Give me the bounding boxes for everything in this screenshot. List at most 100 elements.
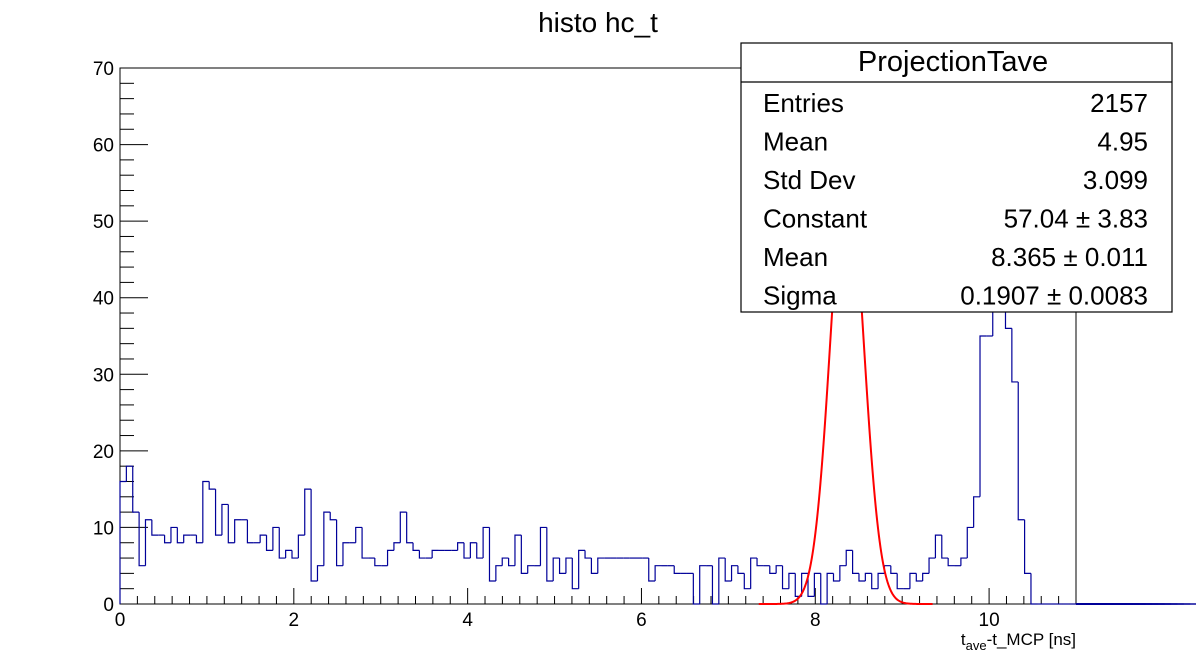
histogram-bin bbox=[291, 550, 299, 559]
histogram-bin bbox=[227, 504, 235, 544]
histogram-bin bbox=[272, 526, 280, 551]
histogram-bin bbox=[839, 565, 847, 582]
histogram-bin bbox=[259, 534, 267, 543]
histogram-bin bbox=[132, 466, 140, 513]
histogram-bin bbox=[590, 558, 598, 574]
histogram-bin bbox=[304, 488, 312, 536]
histogram-bin bbox=[488, 527, 496, 582]
histogram-bin bbox=[501, 557, 509, 566]
histogram-bin bbox=[743, 573, 751, 590]
histogram-bin bbox=[412, 542, 420, 551]
x-axis-label: tave-t_MCP [ns] bbox=[961, 630, 1076, 653]
histogram-bin bbox=[151, 519, 159, 536]
y-tick-label: 30 bbox=[93, 365, 114, 386]
histogram-bin bbox=[144, 519, 152, 566]
histogram-bin bbox=[208, 481, 216, 490]
y-tick-label: 50 bbox=[93, 212, 114, 233]
histogram-bin bbox=[832, 573, 840, 582]
histogram-bin bbox=[221, 503, 229, 536]
x-tick-label: 0 bbox=[115, 610, 126, 631]
stats-row-value: 0.1907 ± 0.0083 bbox=[960, 281, 1148, 311]
histogram-bin bbox=[374, 558, 382, 567]
histogram-bin bbox=[820, 573, 828, 605]
histogram-bin bbox=[565, 557, 573, 574]
histogram-bin bbox=[335, 519, 343, 567]
histogram-bin bbox=[361, 527, 369, 559]
histogram-bin bbox=[234, 519, 242, 543]
histogram-bin bbox=[826, 572, 834, 604]
histogram-bin bbox=[801, 572, 809, 597]
histogram-bin bbox=[654, 565, 662, 582]
histogram-bin bbox=[418, 550, 426, 559]
histogram-bin bbox=[539, 526, 547, 566]
histogram-bin bbox=[571, 558, 579, 590]
histogram-bin bbox=[724, 558, 732, 582]
stats-row-label: Std Dev bbox=[763, 165, 856, 195]
stats-box-title: ProjectionTave bbox=[858, 46, 1048, 78]
histogram-bin bbox=[584, 550, 592, 559]
y-tick-label: 20 bbox=[93, 442, 114, 463]
histogram-bin bbox=[552, 557, 560, 582]
histogram-layer bbox=[119, 182, 1196, 605]
histogram-bin bbox=[1023, 519, 1031, 574]
y-tick-label: 40 bbox=[93, 289, 114, 310]
stats-row-label: Entries bbox=[763, 88, 844, 118]
histogram-bin bbox=[316, 565, 324, 582]
histogram-bin bbox=[476, 542, 484, 559]
histogram-bin bbox=[163, 535, 171, 544]
histogram-bin bbox=[195, 535, 203, 544]
histogram-bin bbox=[323, 511, 331, 566]
histogram-bin bbox=[973, 496, 981, 528]
histogram-bin bbox=[399, 511, 407, 543]
histogram-bin bbox=[342, 542, 350, 566]
x-tick-label: 4 bbox=[462, 610, 473, 631]
stats-row-value: 8.365 ± 0.011 bbox=[991, 242, 1148, 272]
histogram-bin bbox=[947, 558, 955, 567]
x-axis-label-subscript: ave bbox=[966, 638, 987, 653]
histogram-bin bbox=[393, 542, 401, 551]
histogram-bin bbox=[578, 549, 586, 589]
histogram-bin bbox=[769, 565, 777, 574]
histogram-bin bbox=[718, 557, 726, 604]
histogram-bin bbox=[877, 572, 885, 589]
histogram-bin bbox=[813, 572, 821, 597]
stats-row-label: Sigma bbox=[763, 281, 837, 311]
histogram-bin bbox=[750, 557, 758, 589]
stats-row-label: Constant bbox=[763, 204, 868, 234]
histogram-bin bbox=[508, 558, 515, 567]
histogram-bin bbox=[431, 549, 439, 559]
histogram-bin bbox=[711, 565, 719, 605]
x-tick-label: 8 bbox=[810, 610, 821, 631]
y-tick-label: 70 bbox=[93, 59, 114, 80]
stats-box: ProjectionTave Entries 2157 Mean 4.95 Std De… bbox=[740, 42, 1173, 313]
y-tick-label: 60 bbox=[93, 136, 114, 157]
histogram-bin bbox=[788, 572, 796, 589]
x-axis: 0 2 4 6 8 10 bbox=[115, 588, 1077, 631]
histogram-bin bbox=[310, 489, 318, 582]
stats-row-value: 57.04 ± 3.83 bbox=[1004, 204, 1148, 234]
histogram-bin bbox=[928, 557, 936, 574]
histogram-bin bbox=[673, 565, 681, 574]
histogram-bin bbox=[1017, 381, 1025, 521]
histogram-bin bbox=[966, 526, 974, 559]
histogram-bin bbox=[170, 526, 178, 543]
histogram-bin bbox=[1030, 573, 1038, 605]
stats-row-label: Mean bbox=[763, 242, 828, 272]
x-tick-label: 6 bbox=[636, 610, 647, 631]
histogram-bin bbox=[864, 572, 872, 582]
histogram-bin bbox=[909, 572, 917, 589]
histogram-bin bbox=[119, 480, 127, 604]
y-tick-label: 0 bbox=[103, 595, 114, 616]
plot-frame bbox=[119, 67, 1077, 605]
histogram-bin bbox=[979, 335, 987, 497]
histogram-bin bbox=[457, 542, 464, 551]
histogram-bin bbox=[922, 572, 930, 582]
histogram-bin bbox=[265, 535, 273, 551]
histogram-bin bbox=[138, 512, 146, 567]
histogram-bin bbox=[214, 489, 222, 536]
histogram-bin bbox=[285, 549, 292, 559]
histogram-bin bbox=[775, 565, 783, 574]
histogram-bin bbox=[941, 535, 949, 559]
histogram-bin bbox=[329, 512, 337, 521]
